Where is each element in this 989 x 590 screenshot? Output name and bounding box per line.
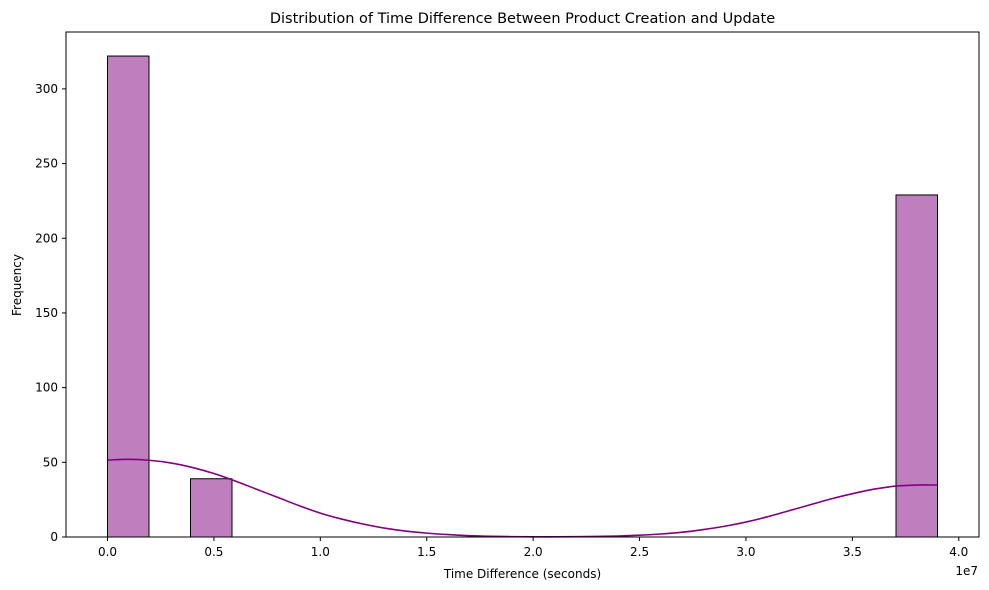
chart-title: Distribution of Time Difference Between … xyxy=(270,11,775,27)
x-tick-label: 2.0 xyxy=(524,545,543,559)
y-axis-ticks: 0 50 100 150 200 250 300 xyxy=(35,82,66,544)
histogram-bar xyxy=(895,194,938,538)
x-axis-ticks: 0.0 0.5 1.0 1.5 2.0 2.5 3.0 3.5 4.0 xyxy=(98,537,968,559)
x-tick-label: 0.5 xyxy=(204,545,223,559)
x-tick-label: 3.5 xyxy=(843,545,862,559)
x-tick-label: 1.5 xyxy=(417,545,436,559)
x-axis-offset-label: 1e7 xyxy=(955,564,978,578)
axes-frame xyxy=(65,31,980,538)
x-tick-label: 4.0 xyxy=(949,545,968,559)
y-tick-label: 50 xyxy=(43,455,58,469)
y-axis-label: Frequency xyxy=(10,254,24,316)
x-tick-label: 0.0 xyxy=(98,545,117,559)
histogram-bar xyxy=(107,55,150,538)
y-tick-label: 100 xyxy=(35,381,58,395)
x-axis-label: Time Difference (seconds) xyxy=(443,567,601,581)
x-tick-label: 3.0 xyxy=(736,545,755,559)
y-tick-label: 150 xyxy=(35,306,58,320)
y-tick-label: 0 xyxy=(50,530,58,544)
y-tick-label: 300 xyxy=(35,82,58,96)
x-tick-label: 2.5 xyxy=(630,545,649,559)
histogram-bar xyxy=(190,478,233,538)
x-tick-label: 1.0 xyxy=(311,545,330,559)
y-tick-label: 200 xyxy=(35,231,58,245)
y-tick-label: 250 xyxy=(35,157,58,171)
bars-layer xyxy=(107,55,938,538)
